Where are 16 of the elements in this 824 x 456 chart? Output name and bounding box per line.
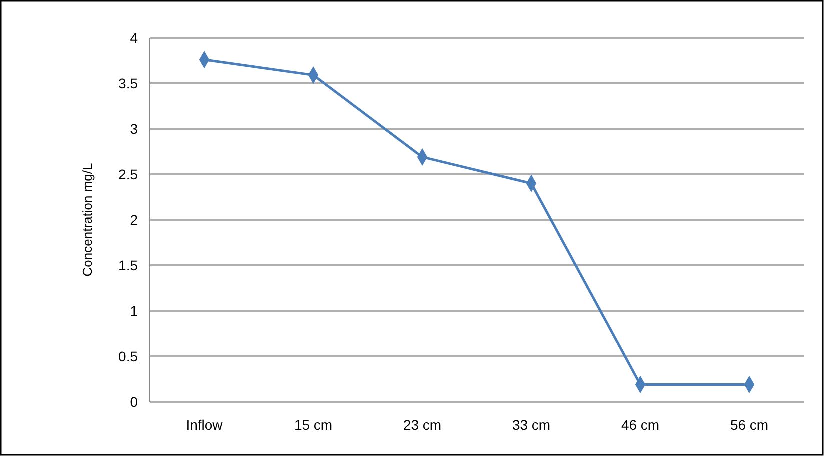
x-tick-label: Inflow (186, 417, 224, 433)
x-tick-label: 23 cm (403, 417, 442, 433)
y-tick-label: 0.5 (118, 348, 138, 364)
y-tick-label: 3 (130, 120, 138, 137)
x-tick-label: 33 cm (512, 417, 551, 433)
y-tick-label: 3.5 (118, 75, 138, 92)
y-tick-label: 1 (130, 302, 138, 319)
y-tick-label: 4 (130, 30, 138, 46)
y-axis-title: Concentration mg/L (80, 163, 95, 277)
y-tick-label: 2.5 (118, 166, 138, 182)
y-tick-label: 1.5 (118, 257, 138, 274)
x-tick-label: 56 cm (730, 417, 769, 433)
y-tick-label: 2 (130, 212, 138, 228)
x-tick-label: 46 cm (621, 417, 660, 433)
y-tick-label: 0 (130, 394, 138, 410)
x-tick-label: 15 cm (294, 417, 333, 433)
